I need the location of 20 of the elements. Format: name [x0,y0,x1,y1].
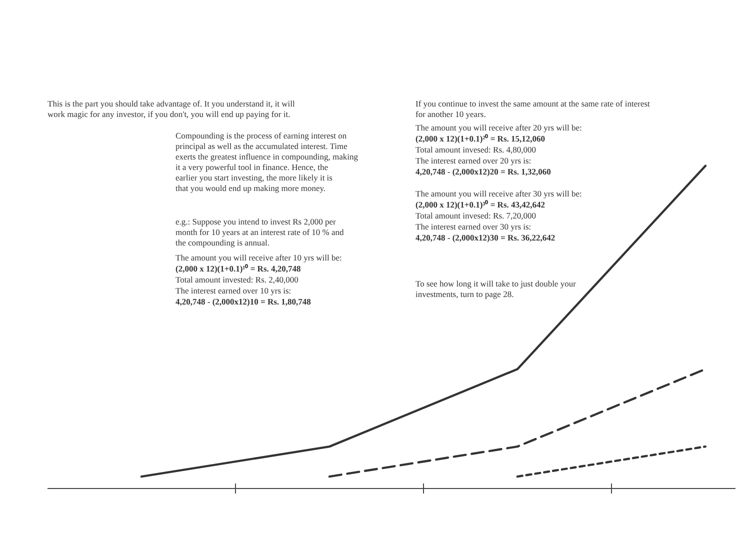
annotation: Total amount invested: Rs. 2,40,000 [176,274,298,284]
text: The interest earned over 20 yrs is: [416,156,532,166]
text: (2,000 x 12)(1+0.1)²⁰ = Rs. 15,12,060 [416,134,546,144]
annotation: e.g.: Suppose you intend to invest Rs 2,000 per month for 10 years at an interest rate of 10 % and the compounding is annual. [176,216,345,248]
text: Total amount invesed: Rs. 4,80,000 [416,144,536,154]
annotation: Total amount invesed: Rs. 7,20,000 [416,210,536,220]
annotation: 4,20,748 - (2,000x12)20 = Rs. 1,32,060 [416,166,551,176]
annotation: To see how long it will take to just double your investments, turn to page 28. [416,278,576,299]
annotation: 4,20,748 - (2,000x12)10 = Rs. 1,80,748 [176,296,311,306]
text: If you continue to invest the same amount at the same rate of interest for another 10 years. [416,98,651,119]
text: The amount you will receive after 20 yrs will be: [416,122,582,132]
annotation: Compounding is the process of earning interest on principal as well as the accumulated interest. Time exerts the greatest influence in compounding, making it a very powerful tool in finance. Hence, the earlier you start investing, the more likely it is that you would end up making more money. [176,130,359,193]
annotation: The interest earned over 10 yrs is: [176,286,292,296]
text: This is the part you should take advantage of. It you understand it, it will work magic for any investor, if you don't, you will end up paying for it. [48,98,296,119]
annotation: 4,20,748 - (2,000x12)30 = Rs. 36,22,642 [416,232,556,242]
annotation: The interest earned over 30 yrs is: [416,222,532,232]
annotation: The amount you will receive after 30 yrs will be: [416,188,582,198]
annotation: The amount you will receive after 10 yrs will be: [176,252,342,262]
annotation: (2,000 x 12)(1+0.1)¹⁰ = Rs. 4,20,748 [176,264,301,274]
annotation: (2,000 x 12)(1+0.1)³⁰ = Rs. 43,42,642 [416,200,546,210]
